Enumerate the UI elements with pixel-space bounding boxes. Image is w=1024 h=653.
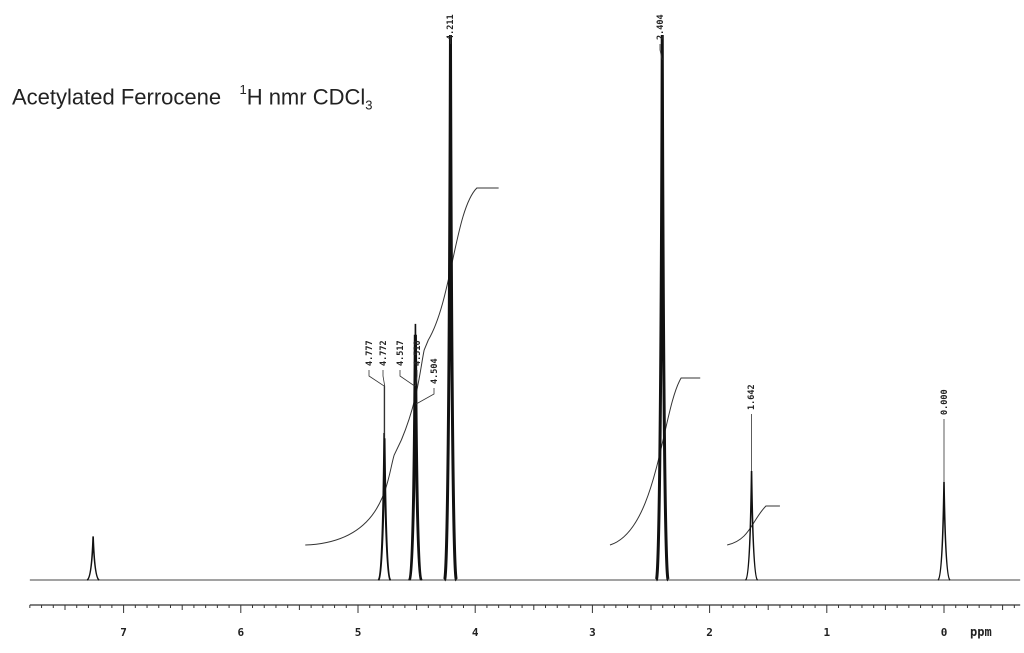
peak-label: 4.517 — [396, 340, 406, 366]
spectrum-peak — [442, 34, 458, 582]
x-tick-label: 7 — [120, 626, 127, 639]
x-tick-label: 2 — [706, 626, 713, 639]
integral-curve — [427, 187, 499, 341]
x-tick-label: 1 — [823, 626, 830, 639]
chart-title: Acetylated Ferrocene 1H nmr CDCl3 — [12, 82, 373, 113]
spectrum-peak — [409, 334, 423, 581]
x-axis: 7 6 5 4 3 2 1 0 — [29, 604, 1021, 639]
integral-curve — [609, 377, 701, 546]
peak-label: 0.000 — [940, 389, 950, 415]
spectrum-peak — [654, 34, 670, 582]
peak-leader-line — [399, 370, 415, 387]
peak-leader-line — [659, 44, 663, 61]
integral-curve — [727, 505, 780, 546]
integral-curve — [400, 339, 429, 441]
integral-curves — [305, 187, 780, 546]
spectrum-peak — [86, 536, 100, 581]
spectrum-peak — [937, 481, 951, 581]
x-tick-label: 3 — [589, 626, 596, 639]
spectrum-peak — [408, 323, 423, 581]
title-nucleus: H nmr CDCl — [246, 84, 366, 110]
peak-leader-line — [368, 370, 385, 433]
x-tick-label: 4 — [472, 626, 479, 639]
peak-leader-line — [382, 370, 386, 439]
x-axis-label: ppm — [970, 625, 992, 639]
spectrum-peaks — [29, 34, 1021, 582]
peak-leader-line — [415, 370, 418, 387]
x-tick-label: 0 — [941, 626, 948, 639]
x-tick-label: 6 — [237, 626, 244, 639]
peak-label: 4.777 — [365, 340, 375, 366]
title-solvent-subscript: 3 — [365, 97, 373, 113]
title-nucleus-mass: 1 — [239, 82, 247, 97]
peak-label: 4.211 — [446, 14, 456, 40]
peak-label: 4.510 — [413, 340, 423, 366]
peak-label: 2.404 — [656, 14, 666, 40]
title-compound: Acetylated Ferrocene — [12, 84, 222, 110]
peak-labels: 4.777 4.772 4.517 4.510 4.504 4.211 2.404 1.642… — [365, 14, 950, 482]
peak-leader-line — [415, 388, 435, 405]
peak-label: 1.642 — [747, 384, 757, 410]
peak-label: 4.504 — [430, 358, 440, 384]
x-tick-label: 5 — [355, 626, 362, 639]
integral-curve — [305, 439, 402, 546]
peak-label: 4.772 — [379, 340, 389, 366]
